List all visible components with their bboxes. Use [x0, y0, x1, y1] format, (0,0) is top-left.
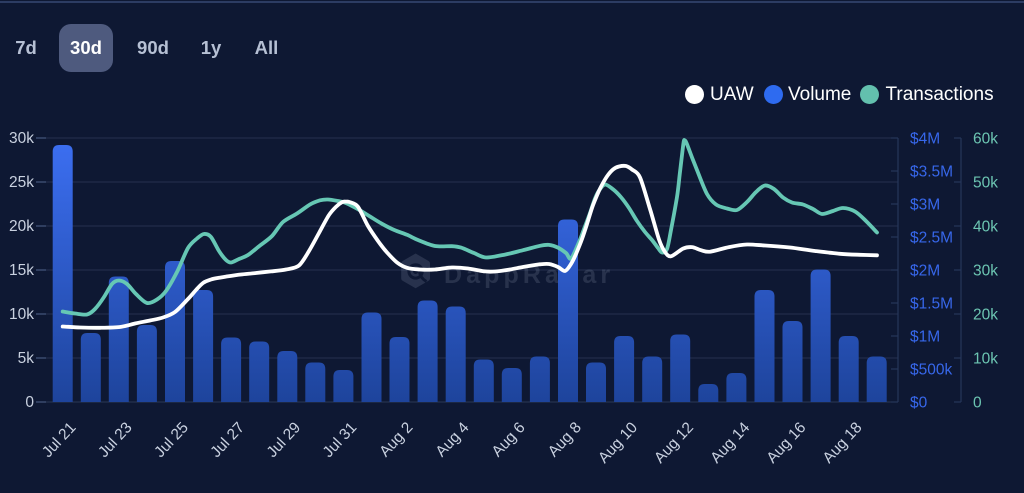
svg-text:$0: $0 — [910, 395, 928, 412]
svg-text:Jul 31: Jul 31 — [320, 419, 361, 461]
svg-text:40k: 40k — [973, 219, 998, 236]
svg-text:$4M: $4M — [910, 131, 940, 148]
svg-text:10k: 10k — [9, 306, 34, 323]
svg-text:$3M: $3M — [910, 197, 940, 214]
svg-text:10k: 10k — [973, 351, 998, 368]
svg-text:$2M: $2M — [910, 263, 940, 280]
svg-text:$3.5M: $3.5M — [910, 164, 953, 181]
svg-text:Aug 8: Aug 8 — [545, 419, 585, 460]
svg-text:$2.5M: $2.5M — [910, 230, 953, 247]
svg-text:Jul 21: Jul 21 — [39, 419, 80, 461]
svg-text:Aug 4: Aug 4 — [433, 419, 473, 460]
svg-text:$1M: $1M — [910, 329, 940, 346]
svg-text:$500k: $500k — [910, 362, 952, 379]
svg-text:Aug 16: Aug 16 — [763, 419, 809, 467]
svg-text:Aug 6: Aug 6 — [489, 419, 529, 460]
svg-text:30k: 30k — [973, 263, 998, 280]
svg-text:0: 0 — [25, 394, 34, 411]
svg-text:0: 0 — [973, 395, 982, 412]
svg-text:5k: 5k — [18, 350, 35, 367]
svg-text:30k: 30k — [9, 130, 34, 147]
svg-text:Aug 14: Aug 14 — [707, 419, 753, 467]
svg-text:Jul 23: Jul 23 — [95, 419, 136, 461]
svg-text:Aug 10: Aug 10 — [595, 419, 641, 467]
svg-text:Jul 25: Jul 25 — [151, 419, 192, 461]
svg-text:25k: 25k — [9, 174, 34, 191]
svg-text:Aug 18: Aug 18 — [820, 419, 866, 467]
svg-text:Aug 12: Aug 12 — [651, 419, 697, 467]
svg-text:50k: 50k — [973, 175, 998, 192]
svg-text:20k: 20k — [973, 307, 998, 324]
svg-text:Aug 2: Aug 2 — [376, 419, 416, 460]
svg-text:$1.5M: $1.5M — [910, 296, 953, 313]
svg-text:Jul 27: Jul 27 — [207, 419, 248, 461]
svg-text:20k: 20k — [9, 218, 34, 235]
svg-text:15k: 15k — [9, 262, 34, 279]
svg-text:60k: 60k — [973, 131, 998, 148]
svg-text:Jul 29: Jul 29 — [264, 419, 305, 461]
